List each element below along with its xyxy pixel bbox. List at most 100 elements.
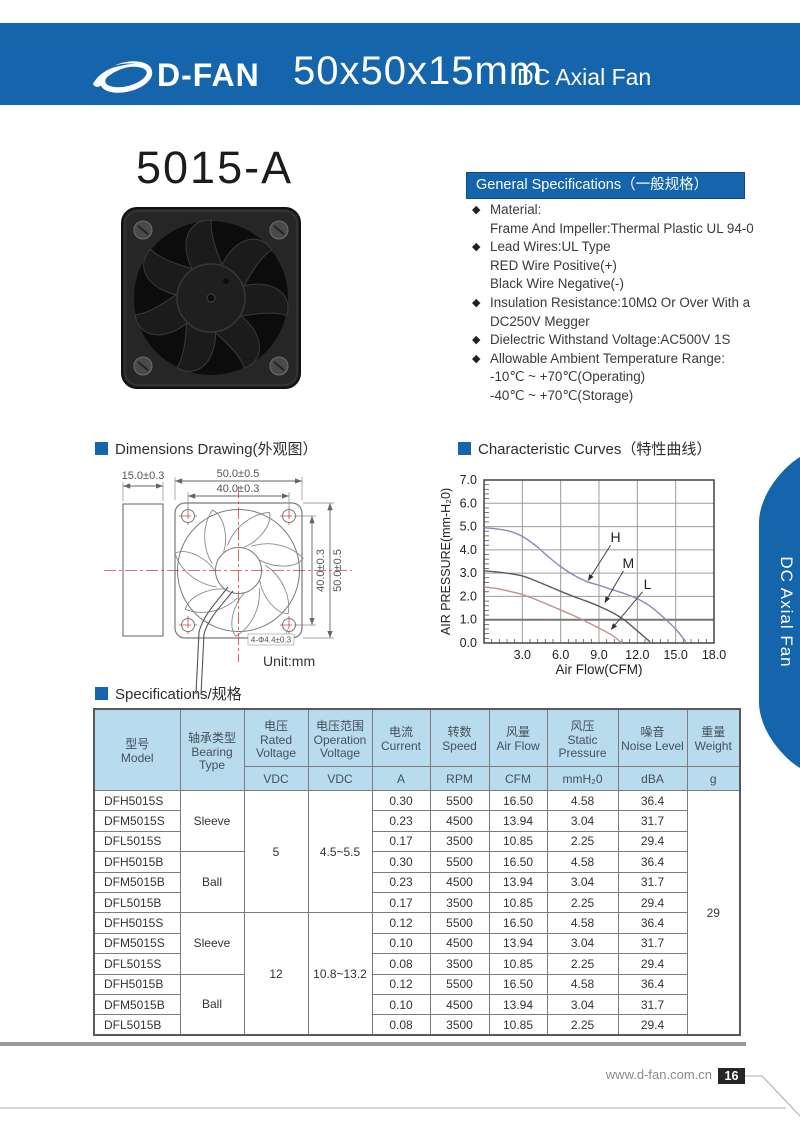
rated-voltage-cell: 12 (243, 912, 309, 1036)
cell: 0.08 (371, 1014, 431, 1036)
cell: 4500 (429, 810, 490, 832)
bearing-cell: Ball (179, 851, 245, 914)
operation-voltage-cell: 4.5~5.5 (307, 789, 373, 914)
unit-cell: VDC (243, 766, 309, 791)
blue-square-icon (95, 687, 108, 700)
svg-text:15.0: 15.0 (663, 648, 687, 662)
col-header-model: 型号 Model (93, 708, 181, 791)
svg-text:6.0: 6.0 (552, 648, 569, 662)
cell: 4500 (429, 932, 490, 955)
table-row: DFH5015S Sleeve 12 10.8~13.2 0.12 5500 1… (93, 912, 740, 1036)
footer-rules (0, 1042, 800, 1117)
table-row: DFH5015S Sleeve 5 4.5~5.5 0.30 5500 16.5… (93, 789, 741, 1036)
cell: 13.94 (488, 993, 548, 1016)
general-specs-header: General Specifications（一般规格） (466, 172, 745, 199)
cell: 10.85 (488, 830, 548, 853)
cell: 0.10 (371, 932, 431, 955)
cell: 0.23 (371, 810, 431, 832)
cell: 36.4 (617, 912, 688, 934)
side-tab: DC Axial Fan (759, 457, 800, 768)
hole-callout-label: 4-Φ4.4±0.3 (251, 636, 292, 645)
col-header-airflow: 风量 Air Flow (488, 708, 548, 767)
cell: 29.4 (617, 891, 688, 914)
cell: 5500 (429, 973, 490, 995)
model-cell: DFL5015B (93, 1014, 181, 1036)
hole-pitch-height-dim-label: 40.0±0.3 (315, 549, 327, 592)
table-row: DFH5015B Ball 0.30 5500 16.50 4.58 36.4 (93, 851, 740, 914)
cell: 3.04 (546, 871, 619, 893)
cell: 4.58 (546, 851, 619, 873)
cell: 31.7 (617, 993, 688, 1016)
cell: 3.04 (546, 993, 619, 1016)
unit-cell: mmH₂0 (546, 766, 619, 791)
svg-text:AIR PRESSURE(mm-H₂0): AIR PRESSURE(mm-H₂0) (439, 488, 453, 635)
svg-text:2.0: 2.0 (460, 589, 477, 603)
svg-text:5.0: 5.0 (460, 520, 477, 534)
cell: 3500 (429, 1014, 490, 1036)
svg-text:1.0: 1.0 (460, 613, 477, 627)
cell: 3500 (429, 830, 490, 853)
cell: 13.94 (488, 810, 548, 832)
lead-wires (195, 586, 234, 696)
col-header-current: 电流 Current (371, 708, 431, 767)
unit-cell: CFM (488, 766, 548, 791)
cell: 2.25 (546, 1014, 619, 1036)
svg-text:3.0: 3.0 (460, 566, 477, 580)
spec-line: -40℃ ~ +70℃(Storage) (490, 387, 634, 403)
col-header-weight: 重量 Weight (686, 708, 741, 767)
svg-text:L: L (644, 576, 652, 592)
page-number: 16 (718, 1068, 745, 1084)
cell: 3500 (429, 953, 490, 975)
spec-line: Frame And Impeller:Thermal Plastic UL 94… (490, 220, 754, 236)
cell: 3.04 (546, 810, 619, 832)
dimensions-section-title: Dimensions Drawing(外观图） (95, 438, 318, 459)
cell: 4500 (429, 993, 490, 1016)
cell: 5500 (429, 851, 490, 873)
spec-line: ◆ Lead Wires:UL Type (472, 239, 611, 255)
model-title: 5015-A (136, 142, 294, 193)
depth-dim-label: 15.0±0.3 (122, 470, 165, 482)
svg-text:M: M (623, 555, 635, 571)
spec-line: ◆ Allowable Ambient Temperature Range: (472, 350, 725, 366)
col-header-pressure: 风压 Static Pressure (546, 708, 619, 767)
cell: 0.08 (371, 953, 431, 975)
col-header-noise: 噪音 Noise Level (617, 708, 688, 767)
spec-line: -10℃ ~ +70℃(Operating) (490, 369, 646, 385)
cell: 36.4 (617, 851, 688, 873)
cell: 0.23 (371, 871, 431, 893)
model-cell: DFH5015S (93, 789, 181, 812)
svg-text:12.0: 12.0 (625, 648, 649, 662)
cell: 16.50 (488, 912, 548, 934)
cell: 31.7 (617, 932, 688, 955)
cell: 0.12 (371, 912, 431, 934)
cell: 36.4 (617, 789, 688, 812)
characteristic-curves-chart: 3.0 6.0 9.0 12.0 15.0 18.0 0.0 1.0 2.0 3.0 4.0 5.0 6… (439, 473, 726, 677)
col-header-speed: 转数 Speed (429, 708, 490, 767)
impeller-blades (174, 509, 304, 637)
svg-text:Air Flow(CFM): Air Flow(CFM) (556, 662, 643, 677)
cell: 2.25 (546, 830, 619, 853)
cell: 4.58 (546, 912, 619, 934)
model-cell: DFH5015S (93, 912, 181, 934)
cell: 29.4 (617, 1014, 688, 1036)
cell: 13.94 (488, 871, 548, 893)
bearing-cell: Ball (179, 973, 245, 1036)
weight-cell: 29 (686, 790, 741, 1036)
cell: 10.85 (488, 891, 548, 914)
svg-text:H: H (611, 529, 621, 545)
side-tab-label: DC Axial Fan (777, 556, 796, 667)
specifications-table: 型号 Model 轴承类型 Bearing Type 电压 Rated Voltage… (93, 708, 741, 1037)
model-cell: DFL5015S (93, 830, 181, 853)
spec-table-section-title: Specifications/规格 (95, 683, 242, 704)
dimensions-drawing: 15.0±0.3 50.0±0.5 40.0±0.3 40.0±0.3 50.0… (104, 468, 352, 696)
table-row: DFM5015B 0.10 4500 13.94 3.04 31.7 (93, 993, 740, 1016)
model-cell: DFH5015B (93, 973, 181, 995)
svg-text:6.0: 6.0 (460, 496, 477, 510)
page-subtitle: DC Axial Fan (517, 64, 652, 90)
table-row: DFL5015S 0.17 3500 10.85 2.25 29.4 (93, 830, 740, 853)
col-header-operation-voltage: 电压范围 Operation Voltage (307, 708, 373, 767)
cell: 16.50 (488, 973, 548, 995)
model-cell: DFL5015B (93, 891, 181, 914)
svg-text:4.0: 4.0 (460, 543, 477, 557)
cell: 0.30 (371, 851, 431, 873)
